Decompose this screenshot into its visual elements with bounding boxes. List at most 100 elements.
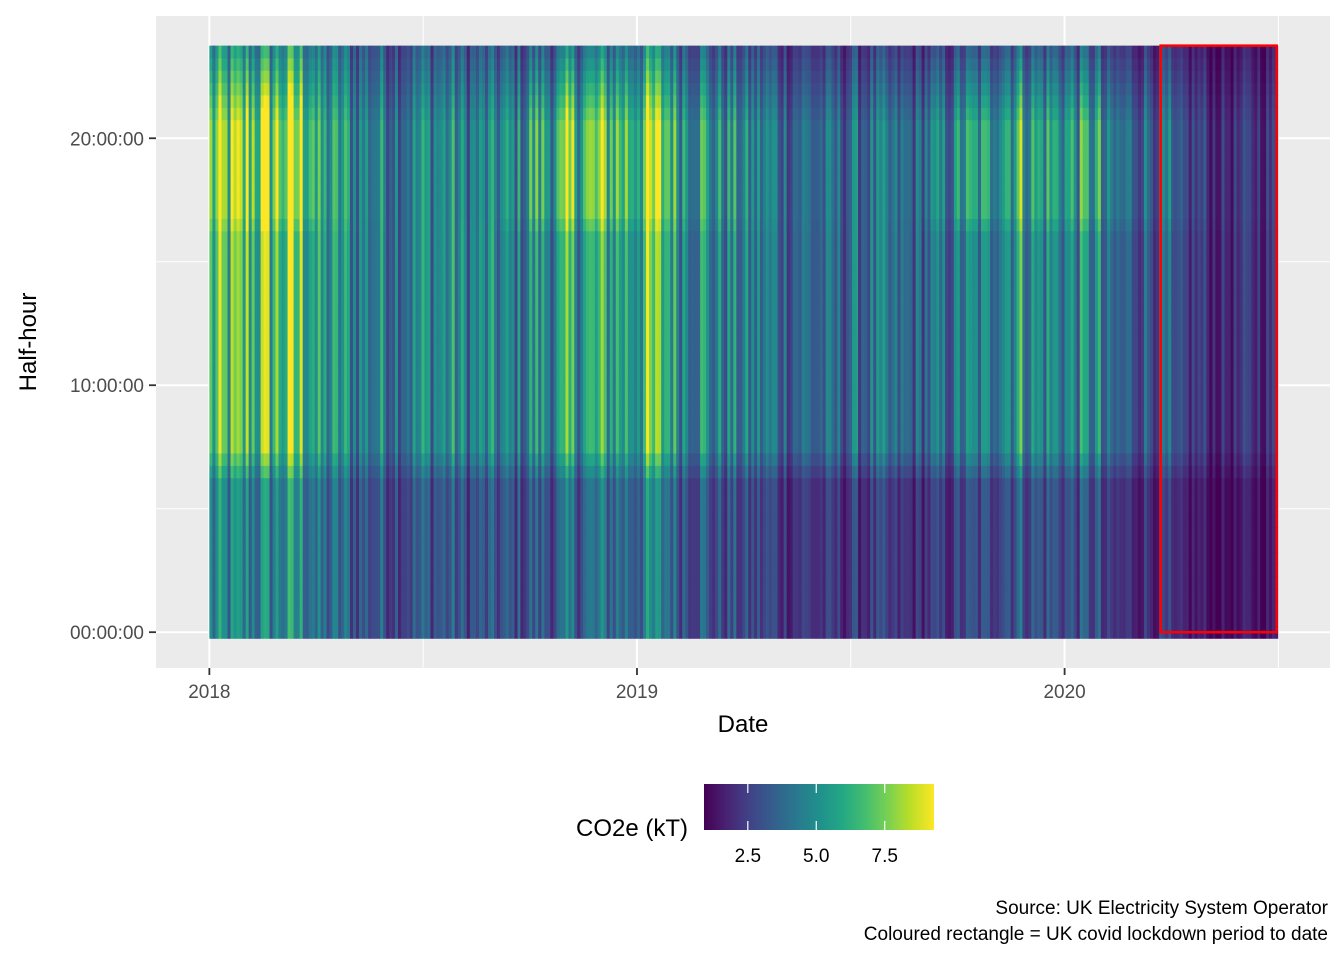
- heatmap-cell: [404, 503, 407, 516]
- heatmap-cell: [327, 614, 330, 627]
- heatmap-cell: [443, 120, 446, 133]
- heatmap-cell: [297, 453, 300, 466]
- heatmap-cell: [446, 95, 449, 108]
- heatmap-cell: [267, 404, 270, 417]
- heatmap-cell: [273, 379, 276, 392]
- heatmap-cell: [228, 132, 231, 145]
- heatmap-cell: [338, 330, 341, 343]
- heatmap-cell: [418, 367, 421, 380]
- heatmap-cell: [300, 268, 303, 281]
- heatmap-cell: [300, 231, 303, 244]
- heatmap-cell: [234, 577, 237, 590]
- heatmap-cell: [252, 601, 255, 614]
- heatmap-cell: [506, 416, 509, 429]
- heatmap-cell: [383, 120, 386, 133]
- heatmap-cell: [240, 194, 243, 207]
- heatmap-cell: [278, 465, 281, 478]
- heatmap-cell: [512, 416, 515, 429]
- heatmap-cell: [446, 194, 449, 207]
- heatmap-cell: [347, 219, 350, 232]
- heatmap-cell: [413, 404, 416, 417]
- heatmap-cell: [500, 379, 503, 392]
- heatmap-cell: [413, 120, 416, 133]
- heatmap-cell: [276, 157, 279, 170]
- heatmap-cell: [485, 107, 488, 120]
- heatmap-cell: [455, 293, 458, 306]
- heatmap-cell: [401, 256, 404, 269]
- heatmap-cell: [221, 601, 224, 614]
- heatmap-cell: [476, 83, 479, 96]
- heatmap-cell: [243, 379, 246, 392]
- heatmap-cell: [452, 120, 455, 133]
- heatmap-cell: [276, 354, 279, 367]
- heatmap-cell: [398, 219, 401, 232]
- heatmap-cell: [479, 83, 482, 96]
- heatmap-cell: [449, 206, 452, 219]
- heatmap-cell: [506, 83, 509, 96]
- heatmap-cell: [464, 280, 467, 293]
- heatmap-cell: [240, 330, 243, 343]
- heatmap-cell: [234, 268, 237, 281]
- heatmap-cell: [288, 219, 291, 232]
- heatmap-cell: [221, 503, 224, 516]
- heatmap-cell: [401, 280, 404, 293]
- heatmap-cell: [215, 157, 218, 170]
- heatmap-cell: [362, 441, 365, 454]
- heatmap-cell: [491, 280, 494, 293]
- heatmap-cell: [482, 354, 485, 367]
- heatmap-cell: [449, 465, 452, 478]
- heatmap-cell: [209, 540, 212, 553]
- heatmap-cell: [392, 490, 395, 503]
- heatmap-cell: [344, 342, 347, 355]
- heatmap-cell: [476, 317, 479, 330]
- heatmap-cell: [416, 601, 419, 614]
- heatmap-cell: [321, 46, 324, 59]
- heatmap-cell: [452, 527, 455, 540]
- heatmap-cell: [482, 181, 485, 194]
- heatmap-cell: [288, 95, 291, 108]
- heatmap-cell: [461, 317, 464, 330]
- heatmap-cell: [470, 256, 473, 269]
- heatmap-cell: [503, 391, 506, 404]
- heatmap-cell: [517, 478, 520, 491]
- heatmap-cell: [252, 428, 255, 441]
- heatmap-cell: [392, 243, 395, 256]
- heatmap-cell: [371, 503, 374, 516]
- heatmap-cell: [458, 58, 461, 71]
- heatmap-cell: [258, 157, 261, 170]
- heatmap-cell: [264, 157, 267, 170]
- heatmap-cell: [473, 589, 476, 602]
- heatmap-cell: [430, 601, 433, 614]
- heatmap-cell: [500, 280, 503, 293]
- heatmap-cell: [512, 95, 515, 108]
- heatmap-cell: [427, 256, 430, 269]
- heatmap-cell: [449, 83, 452, 96]
- heatmap-cell: [446, 268, 449, 281]
- heatmap-cell: [377, 206, 380, 219]
- heatmap-cell: [452, 219, 455, 232]
- heatmap-cell: [243, 552, 246, 565]
- heatmap-cell: [261, 95, 264, 108]
- heatmap-cell: [312, 428, 315, 441]
- heatmap-cell: [288, 564, 291, 577]
- heatmap-cell: [517, 503, 520, 516]
- heatmap-cell: [464, 305, 467, 318]
- heatmap-cell: [285, 367, 288, 380]
- heatmap-cell: [243, 219, 246, 232]
- heatmap-cell: [509, 478, 512, 491]
- heatmap-cell: [515, 95, 518, 108]
- heatmap-cell: [392, 317, 395, 330]
- heatmap-cell: [446, 231, 449, 244]
- heatmap-cell: [404, 144, 407, 157]
- heatmap-cell: [424, 601, 427, 614]
- heatmap-cell: [512, 441, 515, 454]
- heatmap-cell: [476, 601, 479, 614]
- heatmap-cell: [368, 503, 371, 516]
- heatmap-cell: [252, 144, 255, 157]
- heatmap-cell: [476, 231, 479, 244]
- heatmap-cell: [473, 614, 476, 627]
- heatmap-cell: [228, 268, 231, 281]
- heatmap-cell: [359, 478, 362, 491]
- heatmap-cell: [303, 367, 306, 380]
- heatmap-cell: [479, 490, 482, 503]
